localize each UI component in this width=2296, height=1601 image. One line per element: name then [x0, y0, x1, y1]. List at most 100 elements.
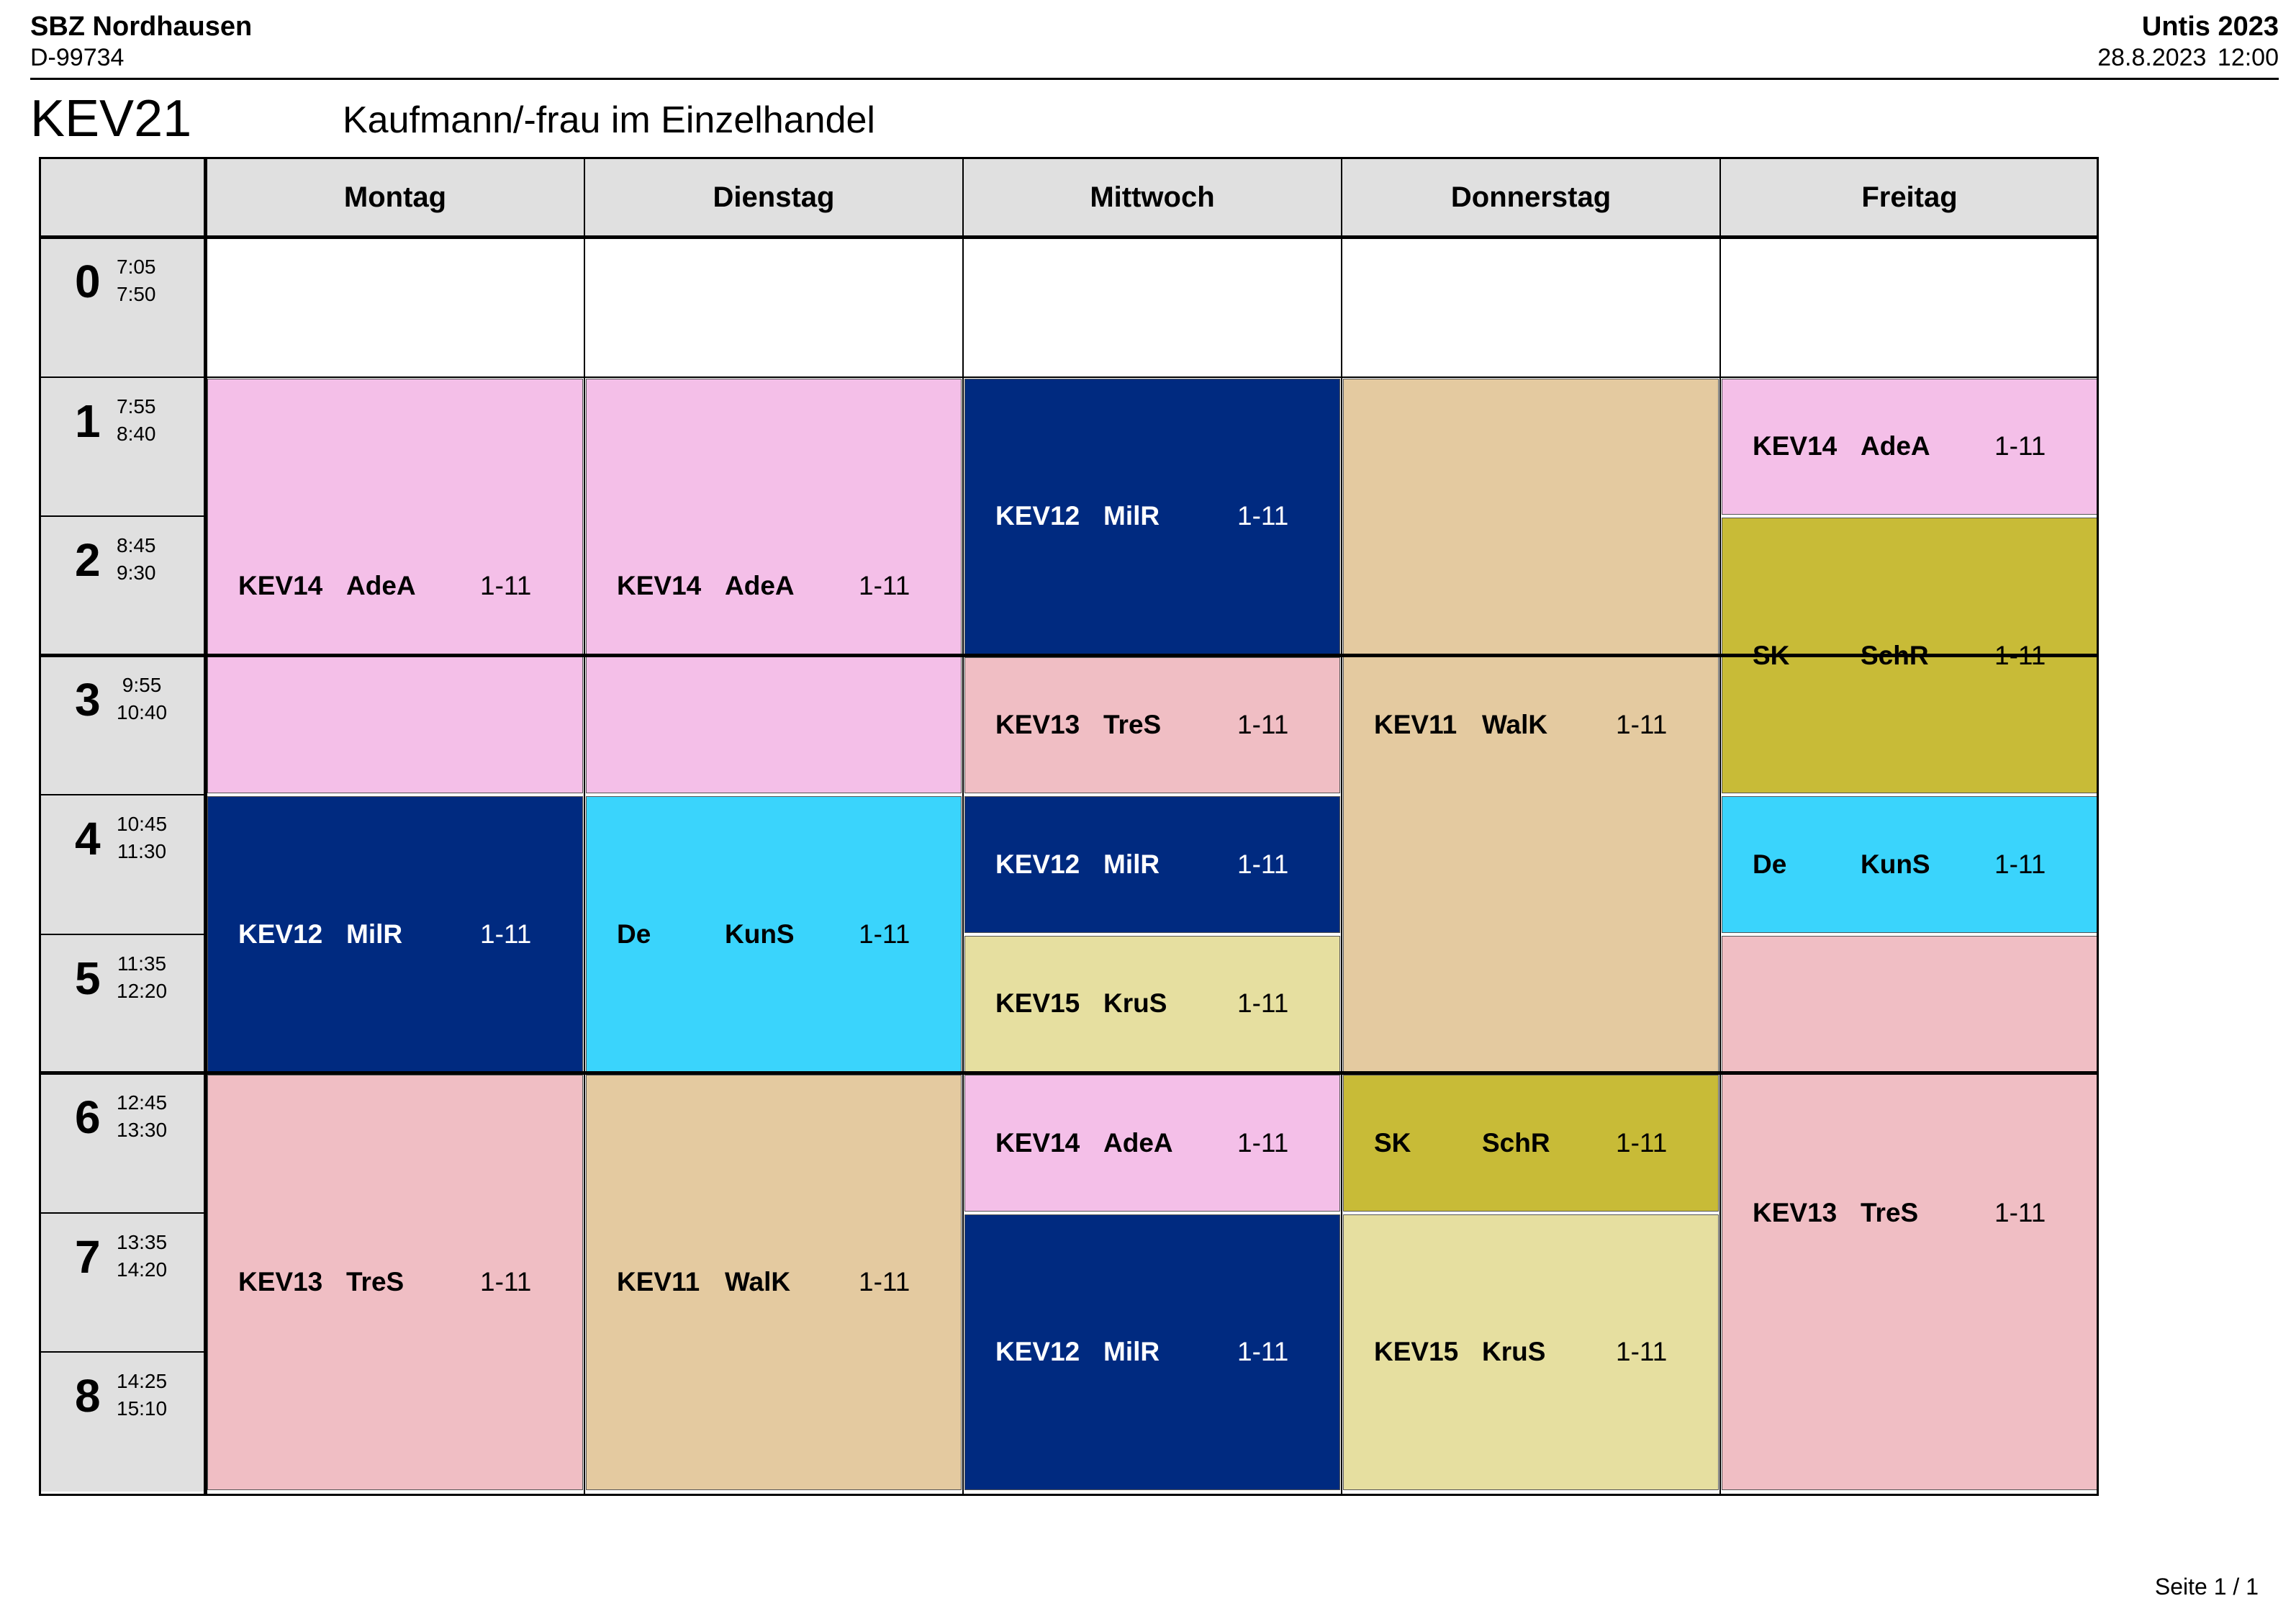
period-end: 9:30: [117, 562, 156, 584]
period-number: 0: [75, 256, 101, 307]
period-times: 10:45 11:30: [117, 811, 167, 865]
postal-code: D-99734: [30, 44, 125, 71]
period-times: 11:35 12:20: [117, 950, 167, 1005]
period-number: 7: [75, 1230, 101, 1283]
period-start: 9:55: [122, 673, 162, 696]
lesson-kev14[interactable]: KEV14 AdeA 1-11: [207, 378, 583, 793]
period-times: 8:45 9:30: [117, 532, 156, 587]
lesson-subject: KEV13: [995, 710, 1080, 740]
lesson-teacher: KunS: [725, 919, 795, 949]
period-row-5: 5 11:35 12:20: [39, 934, 206, 1073]
lesson-teacher: MilR: [1103, 1337, 1160, 1366]
period-zero-divider: [39, 376, 2099, 378]
header-divider: [30, 78, 2279, 80]
period-divider: [39, 1212, 206, 1214]
grid-border-left: [39, 157, 41, 1496]
lesson-kev13[interactable]: KEV13 TreS 1-11: [964, 657, 1340, 793]
lesson-kev15[interactable]: KEV15 KruS 1-11: [964, 935, 1340, 1072]
lesson-subject: KEV14: [617, 570, 702, 600]
period-times: 14:25 15:10: [117, 1368, 167, 1422]
lesson-kev13[interactable]: KEV13 TreS 1-11: [1722, 935, 2097, 1490]
period-divider: [39, 515, 206, 517]
lesson-teacher: MilR: [1103, 849, 1160, 879]
lesson-teacher: AdeA: [725, 570, 795, 600]
day-header-freitag: Freitag: [1720, 157, 2099, 238]
period-divider: [39, 654, 206, 657]
lesson-weeks: 1-11: [1994, 1197, 2046, 1227]
lesson-subject: KEV12: [995, 501, 1080, 531]
day-divider: [1341, 157, 1342, 1496]
lesson-teacher: WalK: [725, 1267, 791, 1297]
lesson-kev14[interactable]: KEV14 AdeA 1-11: [964, 1075, 1340, 1212]
lesson-kev15[interactable]: KEV15 KruS 1-11: [1343, 1214, 1719, 1490]
header-left: SBZ Nordhausen D-99734: [30, 10, 252, 72]
lesson-teacher: MilR: [346, 919, 403, 949]
lesson-kev12[interactable]: KEV12 MilR 1-11: [964, 796, 1340, 933]
period-row-8: 8 14:25 15:10: [39, 1352, 206, 1492]
lesson-weeks: 1-11: [1237, 710, 1289, 740]
lesson-subject: De: [1753, 849, 1787, 879]
lesson-de[interactable]: De KunS 1-11: [586, 796, 962, 1072]
print-timestamp: 28.8.2023 12:00: [2097, 44, 2279, 71]
period-row-6: 6 12:45 13:30: [39, 1073, 206, 1213]
period-times: 7:55 8:40: [117, 393, 156, 448]
lesson-teacher: SchR: [1482, 1127, 1550, 1158]
lesson-teacher: AdeA: [346, 570, 416, 600]
grid-border-bottom: [39, 1494, 2099, 1496]
lesson-de[interactable]: De KunS 1-11: [1722, 796, 2097, 933]
period-divider: [39, 794, 206, 795]
lesson-kev14[interactable]: KEV14 AdeA 1-11: [586, 378, 962, 793]
grid-corner: [39, 157, 206, 238]
period-divider: [39, 1351, 206, 1353]
lesson-teacher: MilR: [1103, 501, 1160, 531]
period-times: 12:45 13:30: [117, 1089, 167, 1144]
grid-border-right: [2097, 157, 2099, 1496]
lesson-weeks: 1-11: [1616, 710, 1668, 740]
break-line-noon: [39, 1071, 2099, 1075]
period-number: 6: [75, 1091, 101, 1143]
lesson-kev12[interactable]: KEV12 MilR 1-11: [964, 1214, 1340, 1490]
lesson-kev11[interactable]: KEV11 WalK 1-11: [1343, 378, 1719, 1072]
lesson-kev12[interactable]: KEV12 MilR 1-11: [207, 796, 583, 1072]
period-end: 13:30: [117, 1119, 168, 1141]
lesson-sk[interactable]: SK SchR 1-11: [1343, 1075, 1719, 1212]
lesson-kev14[interactable]: KEV14 AdeA 1-11: [1722, 378, 2097, 515]
period-row-2: 2 8:45 9:30: [39, 516, 206, 656]
period-end: 7:50: [117, 283, 156, 305]
lesson-weeks: 1-11: [859, 1267, 910, 1297]
lesson-kev12[interactable]: KEV12 MilR 1-11: [964, 378, 1340, 654]
period-start: 13:35: [117, 1230, 168, 1253]
period-start: 11:35: [117, 952, 167, 975]
lesson-weeks: 1-11: [1994, 849, 2046, 879]
period-end: 12:20: [117, 979, 168, 1002]
lesson-weeks: 1-11: [480, 570, 532, 600]
period-row-7: 7 13:35 14:20: [39, 1212, 206, 1352]
lesson-teacher: AdeA: [1861, 431, 1930, 461]
lesson-kev13[interactable]: KEV13 TreS 1-11: [207, 1075, 583, 1490]
lesson-weeks: 1-11: [480, 1267, 532, 1297]
period-number: 5: [75, 952, 101, 1004]
lesson-weeks: 1-11: [1237, 1127, 1289, 1158]
lesson-weeks: 1-11: [1237, 988, 1289, 1019]
period-end: 14:20: [117, 1258, 168, 1281]
lesson-kev11[interactable]: KEV11 WalK 1-11: [586, 1075, 962, 1490]
period-number: 8: [75, 1370, 101, 1422]
lesson-subject: KEV15: [1374, 1337, 1459, 1366]
period-divider: [39, 933, 206, 935]
lesson-teacher: KruS: [1482, 1337, 1546, 1366]
period-number: 3: [75, 673, 101, 726]
empty-slot: [206, 238, 584, 377]
lesson-weeks: 1-11: [859, 570, 910, 600]
lesson-subject: SK: [1374, 1127, 1411, 1158]
lesson-weeks: 1-11: [1237, 501, 1289, 531]
school-name: SBZ Nordhausen: [30, 12, 253, 42]
empty-slot: [584, 238, 963, 377]
break-line-morning: [39, 653, 2099, 657]
empty-slot: [1720, 238, 2099, 377]
lesson-subject: KEV11: [1374, 710, 1457, 740]
period-divider: [39, 1073, 206, 1074]
first-column-divider: [204, 157, 207, 1496]
empty-slot: [963, 238, 1342, 377]
lesson-weeks: 1-11: [480, 919, 532, 949]
period-times: 13:35 14:20: [117, 1229, 167, 1284]
